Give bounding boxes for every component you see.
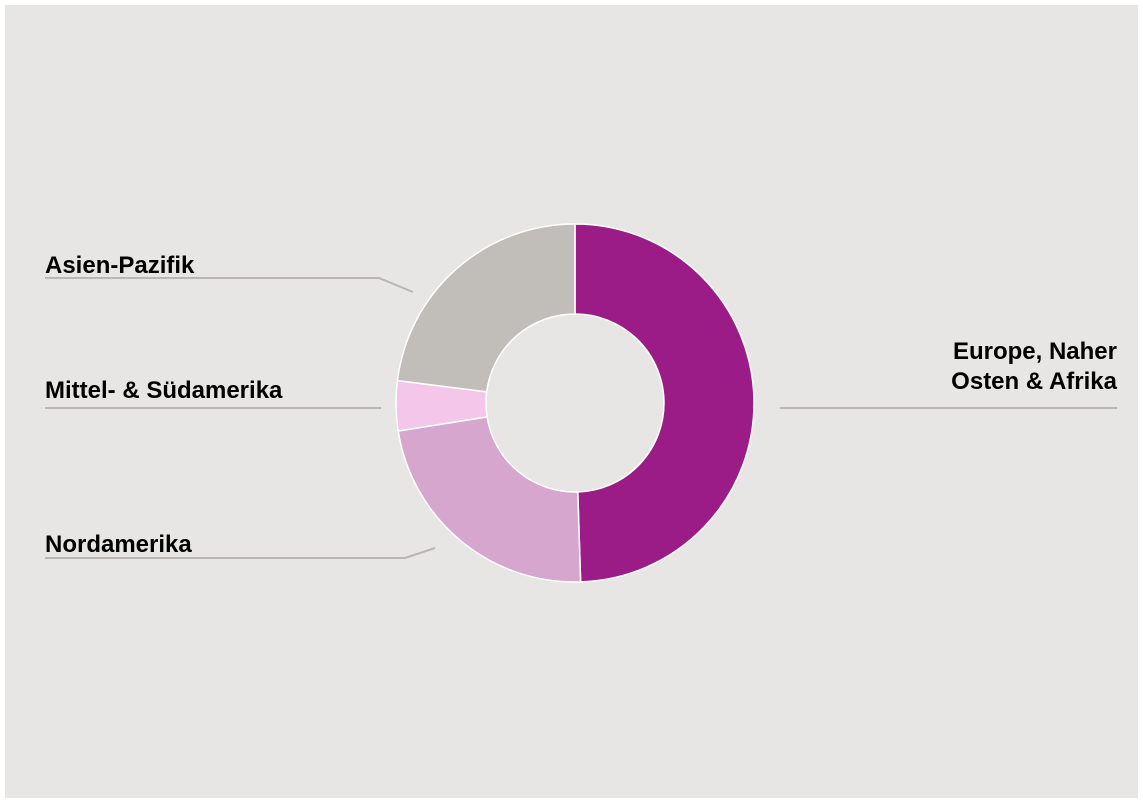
slice-europe-naher-osten-afrika xyxy=(574,223,755,583)
slice-label-europe-naher-osten-afrika-line-2: Osten & Afrika xyxy=(951,368,1117,395)
slice-nordamerika xyxy=(397,416,582,583)
slice-label-mittel-sudamerika: Mittel- & Südamerika xyxy=(45,377,283,404)
slice-label-nordamerika: Nordamerika xyxy=(45,531,192,558)
donut-chart: Europe, Naher Osten & Afrika Nordamerika Mi… xyxy=(45,223,1118,583)
slices-group xyxy=(395,223,755,583)
labels-group: Europe, Naher Osten & Afrika Nordamerika Mi… xyxy=(45,252,1118,558)
chart-area: Europe, Naher Osten & Afrika Nordamerika Mi… xyxy=(5,5,1138,798)
slice-asien-pazifik xyxy=(396,223,576,393)
leader-line-asien-pazifik xyxy=(45,277,414,293)
leader-line-nordamerika xyxy=(45,547,436,559)
leader-lines-group xyxy=(45,277,1117,559)
slice-label-asien-pazifik: Asien-Pazifik xyxy=(45,252,195,279)
slice-label-europe-naher-osten-afrika-line-1: Europe, Naher xyxy=(953,338,1117,365)
